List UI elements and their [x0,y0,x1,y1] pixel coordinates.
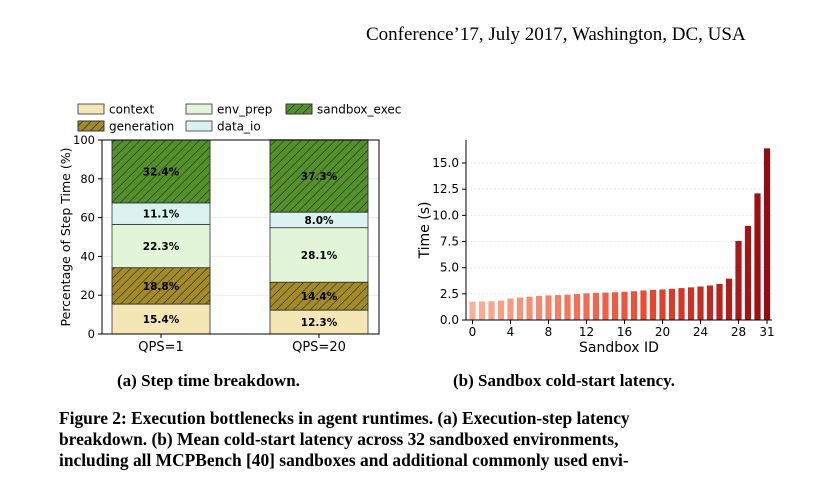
legend-label: env_prep [217,103,272,117]
data-label: 18.8% [143,281,180,293]
data-label: 28.1% [301,250,338,262]
subfigure-caption-a: (a) Step time breakdown. [117,371,300,390]
data-label: 14.4% [301,291,338,303]
y-tick-label: 20 [80,288,95,302]
subfigure-caption-b: (b) Sandbox cold-start latency. [453,371,675,390]
figure-caption-line: Figure 2: Execution bottlenecks in agent… [59,408,630,428]
y-tick-label: 100 [73,133,95,147]
figure-caption: Figure 2: Execution bottlenecks in agent… [59,408,789,471]
y-tick-label: 40 [80,249,95,263]
data-label: 8.0% [304,215,334,227]
bar-segment-env_prep [269,227,369,283]
figure-caption-line: breakdown. (b) Mean cold-start latency a… [59,429,619,449]
data-label: 12.3% [301,317,338,329]
y-axis-label: Percentage of Step Time (%) [58,148,73,327]
bar-hatch-sandbox_exec [269,139,369,213]
plot-frame [101,139,380,335]
bar-segment-env_prep [111,223,211,269]
data-label: 37.3% [301,171,338,183]
legend-swatch [185,103,213,115]
legend-swatch-hatch [77,120,105,132]
x-tick-label: QPS=1 [138,340,184,355]
data-label: 15.4% [143,314,180,326]
y-tick-label: 0 [88,327,95,341]
data-label: 22.3% [143,241,180,253]
legend-swatch [185,120,213,132]
legend-swatch-hatch [285,103,313,115]
legend-label: data_io [217,120,261,134]
y-tick-label: 60 [80,211,95,225]
bar-hatch-generation [269,281,369,311]
data-label: 32.4% [143,166,180,178]
legend-label: context [109,103,155,117]
legend-swatch [77,103,105,115]
bar-segment-context [111,303,211,335]
data-label: 11.1% [143,209,180,221]
figure-caption-line: including all MCPBench [40] sandboxes an… [59,450,629,470]
y-tick-label: 80 [80,172,95,186]
legend-label: sandbox_exec [317,103,401,117]
x-tick-label: QPS=20 [292,340,346,355]
legend-label: generation [109,120,174,134]
running-header: Conference’17, July 2017, Washington, DC… [366,24,746,45]
bar-hatch-sandbox_exec [111,139,211,204]
